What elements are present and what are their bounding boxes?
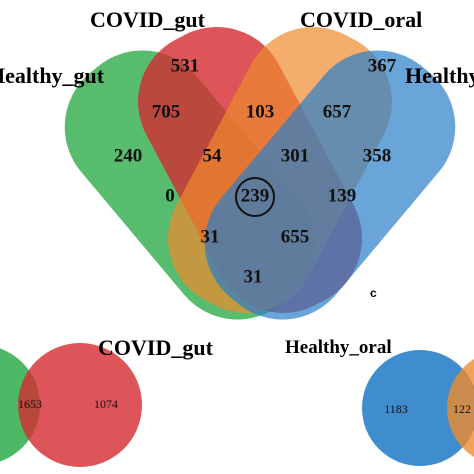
- region-count: 0: [165, 185, 175, 206]
- region-count: 367: [368, 55, 397, 76]
- region-count: 655: [281, 226, 310, 247]
- main-venn: Healthy_gut COVID_gut COVID_oral Healthy…: [0, 7, 474, 320]
- region-count: 139: [328, 185, 357, 206]
- region-count: 239: [241, 185, 270, 206]
- region-count: 301: [281, 145, 310, 166]
- region-count: 31: [201, 226, 220, 247]
- set-label: Healthy_oral: [285, 337, 392, 358]
- region-count: 531: [171, 55, 200, 76]
- region-count: 657: [323, 101, 352, 122]
- region-count: 1653: [18, 397, 42, 411]
- set-label: COVID_gut: [98, 335, 214, 360]
- region-count: 122: [453, 402, 471, 416]
- region-count: 31: [244, 266, 263, 287]
- region-count: 1183: [384, 402, 408, 416]
- region-count: 54: [203, 145, 223, 166]
- highlight-circle: [235, 177, 275, 217]
- set-shape: [447, 358, 474, 458]
- region-count: 358: [363, 145, 392, 166]
- region-count: 103: [246, 101, 275, 122]
- set-label: COVID_oral: [300, 7, 422, 32]
- set-shape: [18, 343, 142, 467]
- region-count: 240: [114, 145, 143, 166]
- set-shape: [362, 350, 474, 466]
- region-count: 705: [152, 101, 181, 122]
- bottom-left-venn: COVID_gut 1653 1074: [0, 335, 214, 467]
- region-count: 1074: [94, 397, 118, 411]
- set-label: Healthy_oral: [405, 63, 474, 88]
- set-label: Healthy_gut: [0, 63, 105, 88]
- bottom-right-venn: Healthy_oral 1183 122: [285, 337, 474, 466]
- set-label: COVID_gut: [90, 7, 206, 32]
- set-shape: [204, 50, 456, 320]
- panel-label: c: [370, 286, 377, 300]
